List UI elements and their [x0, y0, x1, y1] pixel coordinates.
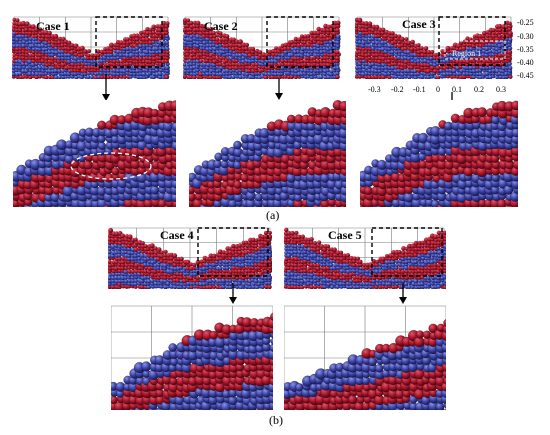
- case5-overview: [284, 226, 446, 289]
- x-tick: 0.2: [474, 85, 484, 94]
- case1-arrow-icon: [102, 74, 110, 101]
- y-tick: -0.30: [517, 32, 534, 41]
- y-tick: -0.45: [517, 71, 534, 80]
- x-tick: -0.3: [368, 85, 381, 94]
- part-a-label: (a): [266, 208, 280, 222]
- y-tick: -0.25: [517, 18, 534, 27]
- region1-label: Region 1: [452, 49, 482, 58]
- x-tick: 0.1: [452, 85, 462, 94]
- case5-arrow-icon: [399, 283, 407, 304]
- case3-label: Case 3: [402, 17, 436, 31]
- case1-zoom: [13, 100, 176, 207]
- case5-label: Case 5: [328, 228, 362, 242]
- case2-zoom: [189, 100, 346, 207]
- case4-arrow-icon: [229, 283, 237, 304]
- case1-overview: [12, 15, 170, 79]
- case1-label: Case 1: [36, 19, 70, 33]
- case4-zoom: [111, 304, 273, 410]
- case2-overview: [183, 15, 341, 79]
- y-tick: -0.35: [517, 45, 534, 54]
- case3-overview: [355, 15, 513, 79]
- x-tick: 0: [436, 85, 440, 94]
- case2-label: Case 2: [204, 19, 238, 33]
- x-tick: -0.1: [413, 85, 426, 94]
- y-tick: -0.40: [517, 58, 534, 67]
- case3-zoom: [360, 100, 518, 207]
- case5-zoom: [284, 304, 446, 410]
- case2-arrow-icon: [275, 79, 283, 100]
- case4-label: Case 4: [160, 228, 194, 242]
- x-tick: -0.2: [391, 85, 404, 94]
- part-b-label: (b): [269, 413, 283, 427]
- x-tick: 0.3: [496, 85, 506, 94]
- case4-overview: [108, 226, 272, 289]
